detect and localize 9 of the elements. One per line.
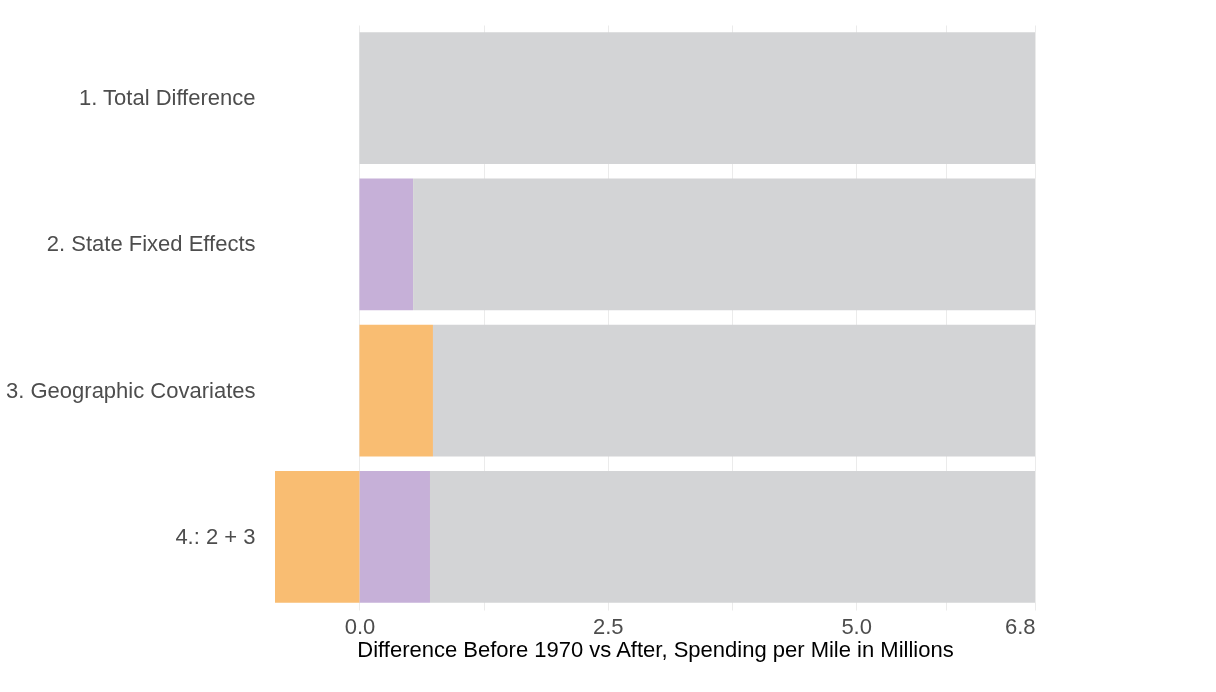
x-tick-label: 2.5 bbox=[593, 613, 624, 639]
y-tick-label: 3. Geographic Covariates bbox=[6, 377, 256, 403]
x-tick-label: 5.0 bbox=[841, 613, 872, 639]
y-tick-label: 4.: 2 + 3 bbox=[175, 523, 256, 549]
y-tick-label: 1. Total Difference bbox=[78, 85, 256, 111]
x-tick-label: 6.8 bbox=[1004, 613, 1036, 639]
y-tick-label: 2. State Fixed Effects bbox=[46, 231, 256, 257]
x-axis-title: Difference Before 1970 vs After, Spending per Mile in Millions bbox=[357, 636, 954, 662]
x-tick-label: 0.0 bbox=[344, 613, 376, 639]
